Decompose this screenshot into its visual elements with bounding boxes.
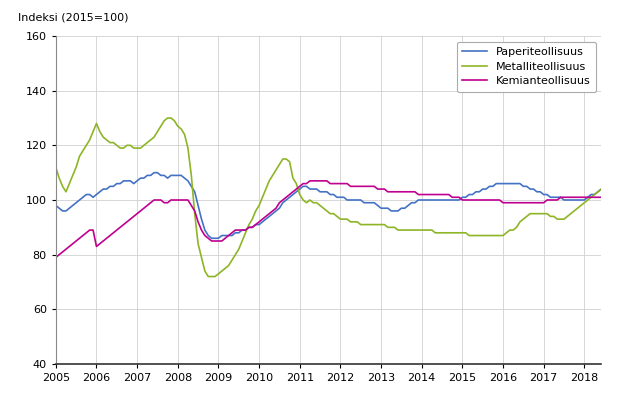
Metalliteollisuus <box>428 228 436 232</box>
Kemianteollisuus <box>614 192 620 197</box>
Metalliteollisuus <box>52 165 60 170</box>
Legend: Paperiteollisuus, Metalliteollisuus, Kemianteollisuus: Paperiteollisuus, Metalliteollisuus, Kem… <box>457 42 596 92</box>
Kemianteollisuus <box>52 255 60 260</box>
Kemianteollisuus <box>343 181 351 186</box>
Kemianteollisuus <box>130 214 138 219</box>
Paperiteollisuus <box>259 220 266 224</box>
Paperiteollisuus <box>126 178 134 183</box>
Line: Kemianteollisuus: Kemianteollisuus <box>56 181 618 258</box>
Paperiteollisuus <box>428 198 436 202</box>
Line: Paperiteollisuus: Paperiteollisuus <box>56 173 618 238</box>
Kemianteollisuus <box>337 181 344 186</box>
Paperiteollisuus <box>52 203 60 208</box>
Paperiteollisuus <box>130 181 138 186</box>
Metalliteollisuus <box>347 220 354 224</box>
Metalliteollisuus <box>259 195 266 200</box>
Metalliteollisuus <box>130 146 138 150</box>
Metalliteollisuus <box>614 181 620 186</box>
Kemianteollisuus <box>126 217 134 222</box>
Metalliteollisuus <box>205 274 212 279</box>
Paperiteollisuus <box>614 181 620 186</box>
Kemianteollisuus <box>425 192 432 197</box>
Kemianteollisuus <box>252 222 259 227</box>
Text: Indeksi (2015=100): Indeksi (2015=100) <box>17 13 128 23</box>
Paperiteollisuus <box>340 195 347 200</box>
Paperiteollisuus <box>347 198 354 202</box>
Metalliteollisuus <box>164 116 171 120</box>
Metalliteollisuus <box>126 143 134 148</box>
Paperiteollisuus <box>150 170 157 175</box>
Line: Metalliteollisuus: Metalliteollisuus <box>56 118 618 276</box>
Metalliteollisuus <box>340 217 347 222</box>
Paperiteollisuus <box>208 236 215 241</box>
Kemianteollisuus <box>306 178 314 183</box>
